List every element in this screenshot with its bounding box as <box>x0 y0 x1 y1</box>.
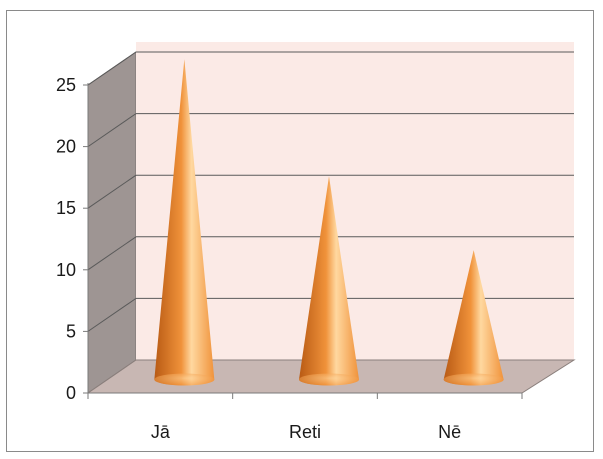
cone-bar <box>299 176 359 386</box>
y-tick-label: 0 <box>66 383 76 403</box>
y-tick-label: 5 <box>66 321 76 341</box>
gridline-side <box>87 113 137 148</box>
x-tick-label: Nē <box>438 422 461 442</box>
cone-base <box>154 373 215 386</box>
y-tick-label: 20 <box>56 137 76 157</box>
gridline-side <box>87 51 137 86</box>
gridline-side <box>87 297 137 332</box>
cone-bar <box>443 250 504 386</box>
gridline-side <box>87 174 137 209</box>
x-tick-label: Jā <box>151 422 171 442</box>
y-tick-label: 15 <box>56 198 76 218</box>
y-tick-label: 25 <box>56 75 76 95</box>
cone-base <box>299 373 359 386</box>
back-wall <box>136 42 574 360</box>
x-tick-label: Reti <box>289 422 321 442</box>
y-tick-label: 10 <box>56 260 76 280</box>
cone-base <box>443 373 504 386</box>
cone-bar <box>154 59 215 386</box>
side-wall <box>87 51 137 394</box>
gridline-side <box>87 236 137 271</box>
